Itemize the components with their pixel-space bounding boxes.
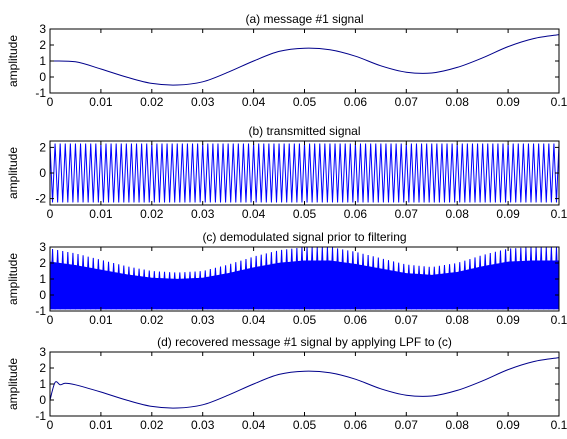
- x-tick-label: 0.04: [242, 207, 266, 221]
- series-line: [50, 34, 559, 86]
- subplot-a: (a) message #1 signal amplitude 0 0.01 0.02 0…: [6, 12, 567, 109]
- x-tick-label: 0: [47, 313, 54, 327]
- x-tick-label: 0.06: [344, 418, 368, 432]
- x-tick-label: 0: [47, 207, 54, 221]
- y-tick-label: 3: [39, 22, 46, 36]
- x-tick-label: 0.07: [395, 418, 419, 432]
- x-tick-label: 0.03: [191, 313, 215, 327]
- y-tick-label: 2: [39, 361, 46, 375]
- plot-area: [50, 34, 559, 86]
- y-tick-label: 0: [39, 166, 46, 180]
- x-tick-label: 0.01: [89, 95, 113, 109]
- subplot-c: (c) demodulated signal prior to filterin…: [6, 230, 567, 327]
- x-tick-label: 0.1: [551, 95, 567, 109]
- y-axis-label: amplitude: [6, 358, 20, 410]
- x-tick-label: 0.02: [140, 95, 164, 109]
- x-tick-label: 0.02: [140, 207, 164, 221]
- y-tick-label: 1: [39, 272, 46, 286]
- x-tick-label: 0.03: [191, 95, 215, 109]
- x-tick-label: 0.08: [446, 95, 470, 109]
- y-axis-label: amplitude: [6, 35, 20, 87]
- y-tick-label: 1: [39, 54, 46, 68]
- y-tick-label: -1: [35, 304, 46, 318]
- series-line: [50, 143, 559, 203]
- y-tick-label: 3: [39, 345, 46, 359]
- x-tick-label: 0: [47, 418, 54, 432]
- x-tick-label: 0.04: [242, 313, 266, 327]
- subplot-b: (b) transmitted signal amplitude 0 0.01 0.02…: [6, 124, 567, 221]
- subplot-title: (b) transmitted signal: [248, 124, 360, 138]
- subplot-title: (c) demodulated signal prior to filterin…: [202, 230, 406, 244]
- x-tick-label: 0.07: [395, 95, 419, 109]
- plot-area: [50, 247, 559, 310]
- x-tick-label: 0.02: [140, 418, 164, 432]
- x-tick-label: 0.06: [344, 95, 368, 109]
- series-fill: [50, 260, 559, 310]
- y-tick-label: -1: [35, 409, 46, 423]
- axes-box: [49, 28, 560, 94]
- plot-area: [50, 357, 559, 409]
- y-tick-label: 3: [39, 240, 46, 254]
- x-tick-label: 0.05: [293, 207, 317, 221]
- x-tick-label: 0.08: [446, 313, 470, 327]
- x-tick-label: 0.04: [242, 95, 266, 109]
- x-tick-label: 0.1: [551, 207, 567, 221]
- x-tick-label: 0.03: [191, 418, 215, 432]
- x-tick-label: 0.09: [496, 418, 520, 432]
- x-tick-label: 0.08: [446, 207, 470, 221]
- x-tick-label: 0.07: [395, 207, 419, 221]
- series-line: [50, 357, 559, 409]
- x-tick-label: 0.04: [242, 418, 266, 432]
- subplot-d: (d) recovered message #1 signal by apply…: [6, 335, 567, 432]
- axes-box: [49, 351, 560, 417]
- x-tick-label: 0.1: [551, 418, 567, 432]
- x-tick-label: 0.01: [89, 418, 113, 432]
- y-tick-label: 0: [39, 288, 46, 302]
- x-tick-label: 0.02: [140, 313, 164, 327]
- x-tick-label: 0.05: [293, 95, 317, 109]
- plot-area: [50, 143, 559, 203]
- x-tick-label: 0.09: [496, 95, 520, 109]
- y-tick-label: 0: [39, 70, 46, 84]
- x-tick-label: 0.01: [89, 207, 113, 221]
- subplot-title: (a) message #1 signal: [245, 12, 363, 26]
- y-tick-label: 2: [39, 140, 46, 154]
- x-tick-label: 0.09: [496, 313, 520, 327]
- x-tick-label: 0.06: [344, 207, 368, 221]
- x-tick-label: 0.03: [191, 207, 215, 221]
- y-tick-label: -2: [35, 192, 46, 206]
- x-tick-label: 0.08: [446, 418, 470, 432]
- subplot-title: (d) recovered message #1 signal by apply…: [157, 335, 452, 349]
- x-tick-label: 0.05: [293, 313, 317, 327]
- y-axis-label: amplitude: [6, 147, 20, 199]
- x-tick-label: 0.09: [496, 207, 520, 221]
- x-tick-label: 0.06: [344, 313, 368, 327]
- x-tick-label: 0: [47, 95, 54, 109]
- y-tick-label: 0: [39, 393, 46, 407]
- y-tick-label: 2: [39, 38, 46, 52]
- x-tick-label: 0.07: [395, 313, 419, 327]
- x-tick-label: 0.1: [551, 313, 567, 327]
- y-tick-label: 1: [39, 377, 46, 391]
- y-tick-label: -1: [35, 86, 46, 100]
- y-tick-label: 2: [39, 256, 46, 270]
- y-axis-label: amplitude: [6, 253, 20, 305]
- x-tick-label: 0.01: [89, 313, 113, 327]
- x-tick-label: 0.05: [293, 418, 317, 432]
